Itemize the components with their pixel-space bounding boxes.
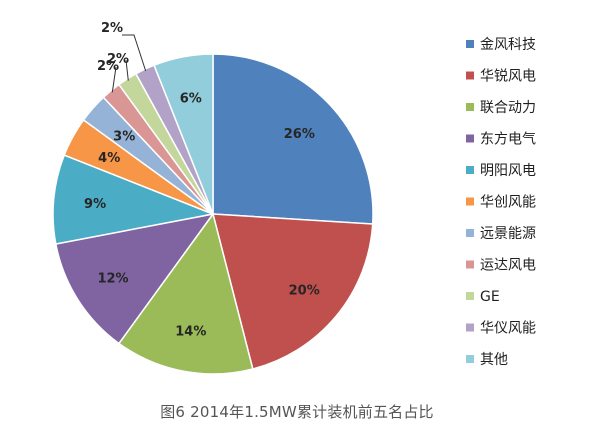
legend-swatch-1 <box>466 40 474 48</box>
pie-slice-2 <box>212 213 374 370</box>
legend-swatch-3 <box>466 103 474 111</box>
legend-swatch-8 <box>466 260 474 269</box>
slice-label-7: 3% <box>113 130 135 145</box>
legend-swatch-4 <box>466 134 474 143</box>
slice-label-2: 20% <box>289 284 320 299</box>
pie-slice-4 <box>54 212 215 345</box>
legend-label-8: 运达风电 <box>480 258 536 274</box>
slice-label-4: 12% <box>97 271 128 286</box>
legend-label-2: 华锐风电 <box>480 69 536 85</box>
slice-label-8: 2% <box>97 59 119 74</box>
leader-line-8 <box>111 66 117 93</box>
legend-label-4: 东方电气 <box>480 132 536 148</box>
slice-label-1: 26% <box>284 127 315 142</box>
legend-swatch-7 <box>466 229 474 237</box>
legend-label-5: 明阳风电 <box>480 163 536 179</box>
data-labels: 26%20%14%12%9%4%3%2%2%2%6% <box>84 21 320 339</box>
figure-caption: 图6 2014年1.5MW累计装机前五名占比 <box>160 403 434 421</box>
legend-swatch-9 <box>466 292 474 300</box>
legend-label-10: 华仪风能 <box>480 321 536 337</box>
slice-label-9: 2% <box>107 52 129 67</box>
legend-label-9: GE <box>480 289 500 305</box>
slice-label-11: 6% <box>180 92 202 107</box>
legend-label-3: 联合动力 <box>480 100 536 116</box>
legend-swatch-6 <box>466 197 474 206</box>
legend-label-6: 华创风能 <box>480 195 536 211</box>
pie-slice-3 <box>117 212 254 375</box>
legend-label-1: 金风科技 <box>480 37 536 53</box>
slice-label-10: 2% <box>101 21 123 36</box>
pie-slice-11 <box>153 53 214 215</box>
slice-label-5: 9% <box>84 197 106 212</box>
legend-label-11: 其他 <box>480 352 508 368</box>
pie-slices <box>52 53 374 375</box>
leader-lines <box>111 34 147 93</box>
legend-swatch-10 <box>466 323 474 332</box>
legend-label-7: 远景能源 <box>480 226 536 242</box>
slice-label-3: 14% <box>175 324 206 339</box>
pie-slice-5 <box>52 154 216 245</box>
leader-line-10 <box>122 34 147 72</box>
pie-slice-1 <box>212 53 374 225</box>
legend-swatch-11 <box>466 355 474 363</box>
legend-swatch-2 <box>466 71 474 80</box>
slice-label-6: 4% <box>98 151 120 166</box>
legend-swatch-5 <box>466 166 474 174</box>
leader-line-9 <box>125 59 129 81</box>
